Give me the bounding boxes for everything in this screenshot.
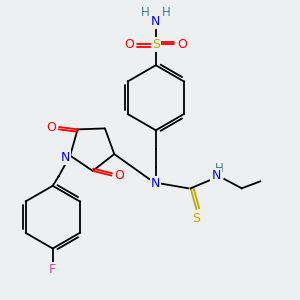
Text: S: S (152, 38, 160, 51)
Text: N: N (151, 15, 160, 28)
Text: O: O (178, 38, 188, 51)
Text: F: F (49, 263, 56, 276)
Text: H: H (141, 7, 150, 20)
Text: N: N (151, 177, 160, 190)
Text: N: N (212, 169, 221, 182)
Text: S: S (192, 212, 200, 225)
Text: O: O (115, 169, 124, 182)
Text: O: O (46, 121, 56, 134)
Text: H: H (162, 7, 171, 20)
Text: N: N (61, 152, 70, 164)
Text: O: O (124, 38, 134, 51)
Text: H: H (215, 162, 224, 175)
